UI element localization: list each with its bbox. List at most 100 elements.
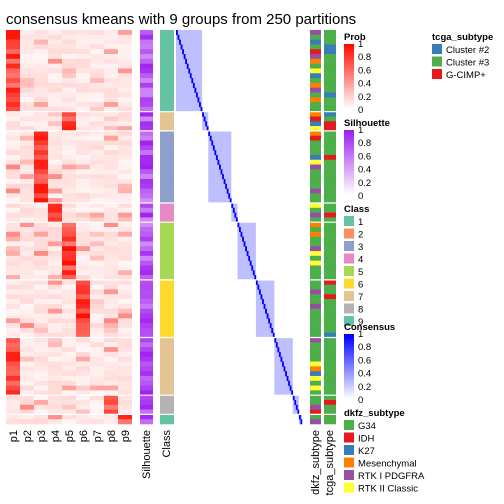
prob-cell: [48, 347, 62, 353]
legend-silhouette-gradient-step: [344, 172, 354, 175]
consensus-diagonal-cell: [183, 54, 186, 60]
prob-cell: [6, 169, 20, 175]
tcga-subtype-cell: [324, 299, 336, 305]
prob-cell: [76, 323, 90, 329]
prob-cell: [6, 39, 20, 45]
prob-cell: [76, 30, 90, 36]
prob-cell: [76, 169, 90, 175]
prob-cell: [104, 294, 118, 300]
tcga-subtype-cell: [324, 347, 336, 353]
legend-prob-gradient-step: [344, 62, 354, 65]
legend-consensus-gradient-step: [344, 364, 354, 367]
dkfz-subtype-cell: [310, 395, 321, 401]
prob-cell: [48, 217, 62, 223]
dkfz-subtype-cell: [310, 270, 321, 276]
prob-cell: [76, 371, 90, 377]
silhouette-cell: [140, 351, 153, 358]
dkfz-subtype-cell: [310, 414, 321, 420]
prob-cell: [20, 82, 34, 88]
legend-consensus-gradient-step: [344, 386, 354, 389]
dkfz-subtype-cell: [310, 174, 321, 180]
chart-title: consensus kmeans with 9 groups from 250 …: [6, 11, 356, 28]
prob-cell: [118, 193, 132, 199]
prob-cell: [6, 126, 20, 132]
consensus-diagonal-cell: [297, 409, 300, 415]
prob-cell: [62, 58, 76, 64]
prob-cell: [62, 49, 76, 55]
prob-cell: [76, 279, 90, 285]
prob-cell: [48, 342, 62, 348]
consensus-diagonal-cell: [226, 188, 229, 194]
prob-cell: [76, 193, 90, 199]
prob-cell: [104, 366, 118, 372]
prob-cell: [20, 44, 34, 50]
column-label-p7: p7: [92, 430, 104, 442]
dkfz-subtype-cell: [310, 78, 321, 84]
legend-prob-gradient-step: [344, 58, 354, 61]
consensus-diagonal-cell: [222, 174, 224, 180]
prob-cell: [6, 44, 20, 50]
prob-cell: [90, 236, 104, 242]
prob-cell: [76, 63, 90, 69]
dkfz-subtype-cell: [310, 169, 321, 175]
silhouette-cell: [140, 54, 153, 60]
legend-dkfz-subtype-label: K27: [358, 446, 375, 457]
prob-cell: [90, 102, 104, 108]
dkfz-subtype-cell: [310, 188, 321, 194]
dkfz-subtype-cell: [310, 126, 321, 132]
prob-cell: [62, 231, 76, 237]
prob-cell: [76, 198, 90, 204]
consensus-diagonal-cell: [205, 121, 208, 127]
heatmap-body: [6, 30, 336, 425]
prob-cell: [90, 390, 104, 396]
dkfz-subtype-cell: [310, 106, 321, 112]
legend-consensus-gradient-step: [344, 362, 354, 365]
prob-cell: [118, 145, 132, 151]
class-cell: [160, 270, 174, 276]
class-cell: [160, 356, 174, 362]
prob-cell: [20, 87, 34, 93]
prob-cell: [118, 92, 132, 98]
prob-cell: [90, 380, 104, 386]
silhouette-cell: [140, 126, 153, 132]
prob-cell: [34, 399, 48, 406]
prob-cell: [90, 217, 104, 223]
dkfz-subtype-cell: [310, 116, 321, 122]
prob-cell: [76, 150, 90, 156]
legend-class-swatch: [344, 253, 354, 264]
dkfz-subtype-cell: [310, 178, 321, 185]
prob-cell: [76, 121, 90, 127]
prob-cell: [62, 150, 76, 156]
prob-cell: [48, 140, 62, 146]
prob-cell: [34, 169, 48, 175]
legend-dkfz-subtype-label: IDH: [358, 434, 375, 445]
prob-cell: [76, 102, 90, 108]
prob-cell: [48, 241, 62, 247]
class-cell: [160, 275, 174, 281]
tcga-subtype-cell: [324, 126, 336, 132]
prob-cell: [34, 44, 48, 50]
silhouette-cell: [140, 150, 153, 156]
dkfz-subtype-cell: [310, 212, 321, 218]
legend-prob-gradient-step: [344, 96, 354, 99]
prob-cell: [34, 299, 48, 305]
consensus-diagonal-cell: [188, 68, 191, 74]
prob-cell: [6, 183, 20, 189]
prob-cell: [76, 188, 90, 194]
class-cell: [160, 246, 174, 252]
consensus-diagonal-cell: [258, 289, 261, 295]
prob-cell: [48, 111, 62, 117]
tcga-subtype-cell: [324, 251, 336, 257]
prob-cell: [6, 164, 20, 170]
prob-cell: [48, 78, 62, 84]
prob-cell: [20, 404, 34, 410]
tcga-subtype-cell: [324, 303, 336, 309]
prob-cell: [6, 332, 20, 338]
column-label-p5: p5: [64, 430, 76, 442]
consensus-diagonal-cell: [206, 126, 209, 132]
prob-cell: [118, 217, 132, 223]
prob-cell: [20, 299, 34, 305]
prob-cell: [90, 332, 104, 338]
prob-cell: [118, 308, 132, 314]
consensus-diagonal-cell: [289, 385, 292, 391]
